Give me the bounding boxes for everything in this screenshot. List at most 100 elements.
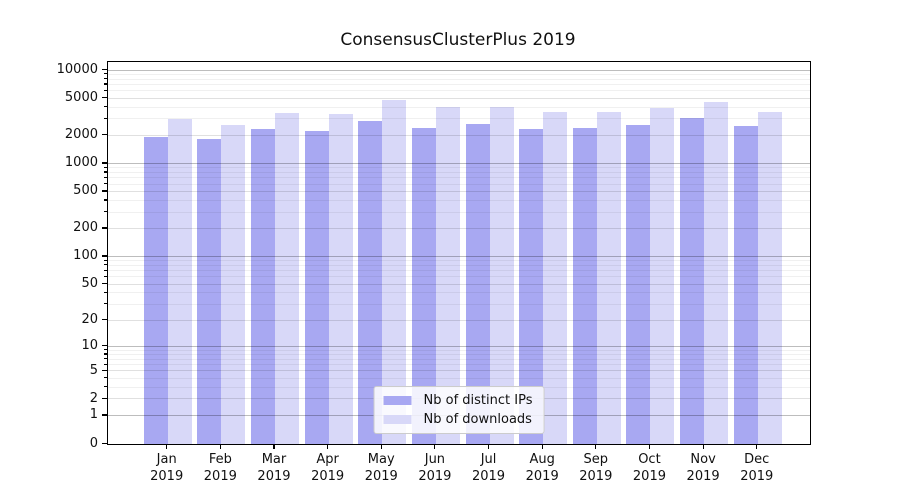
legend: Nb of distinct IPs Nb of downloads [373, 386, 545, 434]
y-minor-tick-mark [104, 377, 107, 379]
y-minor-tick-mark [104, 353, 107, 355]
y-minor-tick-mark [104, 264, 107, 266]
y-minor-tick-mark [104, 291, 107, 294]
gridline [108, 276, 810, 278]
legend-item: Nb of distinct IPs [383, 393, 533, 408]
gridline [108, 69, 810, 71]
gridline [108, 183, 810, 185]
y-minor-tick-mark [104, 106, 107, 108]
gridline [108, 353, 810, 355]
x-tick-month: Nov [690, 452, 716, 467]
x-tick-year: 2019 [740, 468, 774, 484]
y-tick-mark [102, 190, 107, 192]
x-tick-label: Aug 2019 [526, 452, 559, 485]
gridline [108, 270, 810, 272]
x-tick-month: Feb [208, 452, 232, 467]
x-tick-month: Sep [583, 452, 609, 467]
x-tick-month: Aug [529, 452, 555, 467]
gridline [108, 78, 810, 80]
y-tick-mark [102, 414, 107, 416]
x-tick-month: Oct [638, 452, 661, 467]
x-tick-year: 2019 [150, 468, 184, 484]
gridline [108, 90, 810, 92]
y-minor-tick-mark [104, 303, 107, 305]
y-minor-tick-mark [104, 176, 107, 178]
bar-sep-series2 [596, 111, 621, 444]
y-tick-label: 5 [89, 362, 98, 378]
y-tick-label: 10 [81, 338, 98, 354]
gridline [108, 260, 810, 262]
y-minor-tick-mark [104, 83, 107, 85]
y-tick-label: 500 [73, 183, 98, 199]
gridline [108, 255, 810, 257]
y-minor-tick-mark [104, 166, 107, 168]
y-minor-tick-mark [104, 259, 107, 261]
x-tick-label: Mar 2019 [257, 452, 290, 485]
gridline [108, 358, 810, 360]
x-tick-year: 2019 [364, 468, 398, 484]
bar-nov-series1 [680, 117, 705, 444]
y-tick-label: 1000 [64, 155, 98, 171]
y-tick-label: 100 [73, 248, 98, 264]
x-tick-mark [487, 444, 490, 449]
y-tick-mark [102, 283, 107, 285]
x-tick-month: Dec [744, 452, 770, 467]
x-tick-mark [648, 444, 651, 449]
x-tick-year: 2019 [311, 468, 345, 484]
y-tick-mark [102, 68, 107, 71]
y-minor-tick-mark [104, 78, 107, 80]
legend-label: Nb of distinct IPs [423, 393, 533, 408]
x-tick-mark [327, 444, 329, 449]
gridline [108, 83, 810, 85]
x-tick-month: May [367, 452, 395, 467]
legend-swatch [383, 415, 412, 424]
x-tick-mark [166, 444, 168, 449]
y-tick-mark [102, 97, 107, 99]
x-tick-label: Nov 2019 [687, 452, 720, 485]
x-tick-year: 2019 [471, 468, 506, 484]
x-tick-month: Mar [261, 452, 287, 467]
y-tick-label: 20 [81, 312, 98, 328]
bar-apr-series2 [328, 113, 353, 444]
x-tick-mark [756, 444, 758, 449]
x-tick-mark [380, 444, 382, 449]
x-tick-year: 2019 [418, 468, 452, 484]
gridline [108, 177, 810, 179]
legend-swatch [383, 396, 412, 405]
bar-feb-series1 [197, 139, 222, 444]
x-tick-month: Jun [424, 452, 446, 467]
gridline [108, 370, 810, 372]
y-tick-label: 1 [89, 407, 98, 423]
x-tick-label: Dec 2019 [740, 452, 773, 485]
x-tick-label: Jan 2019 [150, 452, 183, 485]
x-tick-label: Jul 2019 [472, 452, 505, 485]
y-tick-mark [102, 134, 107, 136]
chart-title: ConsensusClusterPlus 2019 [340, 30, 576, 50]
x-tick-month: Apr [316, 452, 339, 467]
legend-item: Nb of downloads [383, 412, 533, 427]
gridline [108, 190, 810, 192]
gridline [108, 167, 810, 169]
bar-oct-series2 [650, 108, 675, 444]
gridline [108, 227, 810, 229]
gridline [108, 73, 810, 75]
gridline [108, 349, 810, 351]
y-minor-tick-mark [104, 89, 107, 91]
gridline [108, 106, 810, 108]
gridline [108, 162, 810, 164]
gridline [108, 292, 810, 294]
y-minor-tick-mark [104, 73, 107, 75]
bar-dec-series2 [757, 111, 782, 444]
bar-mar-series2 [274, 112, 299, 444]
y-minor-tick-mark [104, 349, 107, 351]
gridline [108, 364, 810, 366]
x-tick-mark [219, 444, 221, 449]
y-tick-mark [102, 397, 107, 400]
x-tick-label: Feb 2019 [204, 452, 237, 485]
x-tick-month: Jul [480, 452, 497, 467]
bar-oct-series1 [626, 125, 651, 444]
y-tick-mark [102, 319, 107, 321]
y-minor-tick-mark [104, 117, 107, 119]
y-minor-tick-mark [104, 211, 107, 213]
y-tick-label: 2 [89, 390, 98, 406]
